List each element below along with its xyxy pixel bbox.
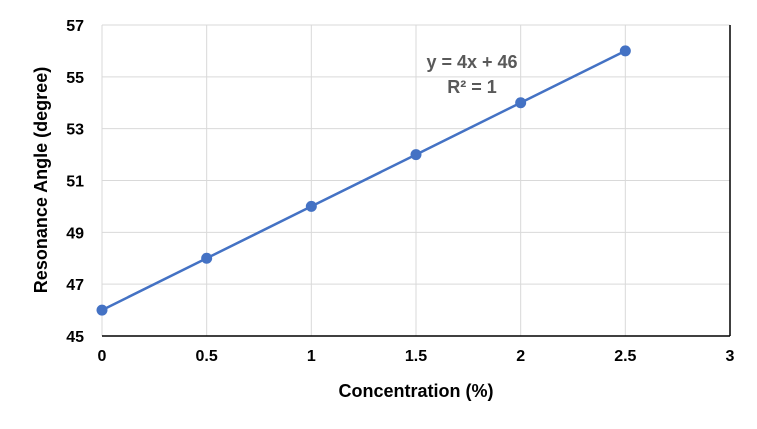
x-tick-labels: 0 0.5 1 1.5 2 2.5 3 <box>98 348 735 365</box>
data-point <box>410 149 422 161</box>
y-tick-label: 53 <box>66 122 84 139</box>
x-axis-title: Concentration (%) <box>339 381 494 401</box>
y-tick-label: 57 <box>66 18 84 35</box>
series-line <box>101 49 626 312</box>
x-tick-label: 2.5 <box>614 348 636 365</box>
y-tick-label: 45 <box>66 329 84 346</box>
y-tick-label: 55 <box>66 70 84 87</box>
data-point <box>619 45 631 57</box>
x-tick-label: 0 <box>98 348 107 365</box>
x-tick-label: 3 <box>726 348 735 365</box>
data-point <box>201 252 213 264</box>
data-point <box>515 97 527 109</box>
axes <box>101 24 731 337</box>
y-tick-labels: 45 47 49 51 53 55 57 <box>66 18 84 346</box>
x-tick-label: 0.5 <box>196 348 218 365</box>
y-axis-title: Resonance Angle (degree) <box>31 67 51 293</box>
y-tick-label: 47 <box>66 277 84 294</box>
data-point <box>305 200 317 212</box>
trendline-equation: y = 4x + 46 <box>426 52 517 72</box>
y-tick-label: 51 <box>66 174 84 191</box>
r-squared-label: R² = 1 <box>447 77 497 97</box>
y-tick-label: 49 <box>66 225 84 242</box>
gridlines <box>102 25 730 336</box>
series-group <box>96 45 631 316</box>
x-tick-label: 2 <box>516 348 525 365</box>
x-tick-label: 1.5 <box>405 348 427 365</box>
data-point <box>96 304 108 316</box>
x-tick-label: 1 <box>307 348 316 365</box>
